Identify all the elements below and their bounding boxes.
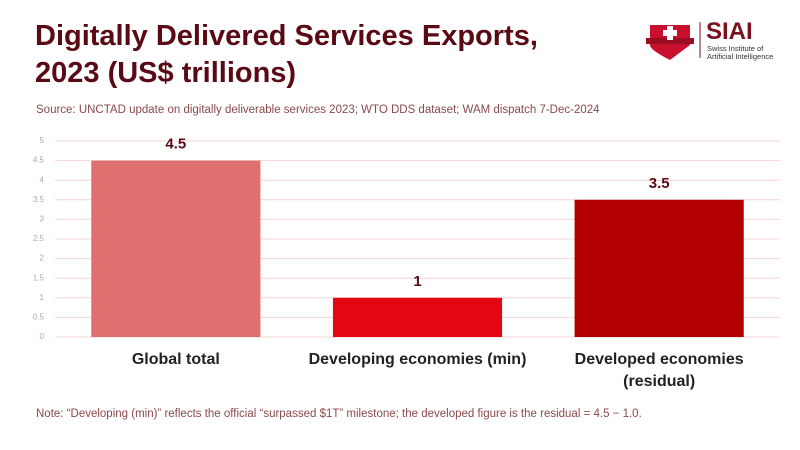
y-tick-label: 3.5 (33, 195, 45, 204)
y-tick-label: 3 (40, 215, 45, 224)
chart-title: Digitally Delivered Services Exports, 20… (35, 20, 538, 89)
y-tick-label: 0 (40, 332, 45, 341)
bar (91, 160, 261, 337)
x-tick-label: Developing economies (min) (308, 351, 527, 368)
value-label: 1 (413, 273, 421, 290)
bar (332, 297, 503, 337)
value-label: 3.5 (649, 175, 670, 192)
value-label: 4.5 (165, 136, 186, 153)
x-tick-label: Global total (131, 351, 220, 368)
y-tick-label: 0.5 (33, 313, 45, 322)
logo-cross (663, 26, 677, 40)
source: Source: UNCTAD update on digitally deliv… (36, 104, 600, 116)
y-tick-label: 2.5 (33, 234, 45, 243)
y-tick-label: 1 (40, 293, 45, 302)
bar (574, 199, 744, 337)
y-tick-label: 4 (40, 175, 45, 184)
y-tick-label: 4.5 (33, 156, 45, 165)
logo-subtitle: Swiss Institute of Artificial Intelligen… (707, 44, 774, 61)
logo-ribbon (646, 38, 694, 44)
logo-name: SIAI (706, 18, 753, 45)
y-tick-label: 2 (40, 254, 45, 263)
x-tick-label: Developed economies (residual) (574, 351, 744, 390)
y-tick-label: 5 (40, 136, 45, 145)
note: Note: “Developing (min)” reflects the of… (36, 408, 642, 420)
y-tick-label: 1.5 (33, 273, 45, 282)
